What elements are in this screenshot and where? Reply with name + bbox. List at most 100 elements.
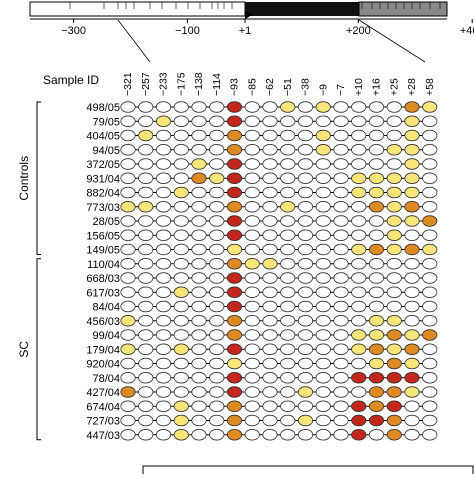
cpg-site-circle <box>386 357 402 370</box>
cpg-site-circle <box>297 201 314 213</box>
cpg-position-label: −321 <box>122 72 134 96</box>
cpg-site-circle <box>244 300 260 313</box>
cpg-site-circle <box>191 243 207 256</box>
cpg-site-circle <box>209 300 225 313</box>
cpg-site-circle <box>280 315 296 327</box>
cpg-site-circle <box>191 329 207 341</box>
cpg-site-circle <box>351 300 367 313</box>
cpg-site-circle <box>155 372 172 384</box>
cpg-site-circle <box>191 429 207 441</box>
cpg-site-circle <box>262 129 278 142</box>
cpg-site-circle <box>209 186 225 199</box>
cpg-position-label: −51 <box>282 78 294 96</box>
cpg-site-circle <box>297 386 314 398</box>
cpg-site-circle <box>226 315 243 327</box>
cpg-site-circle <box>138 414 154 427</box>
cpg-site-circle <box>404 129 420 142</box>
sample-id-label: 79/05 <box>92 116 120 128</box>
cpg-site-circle <box>404 357 420 370</box>
scale-tick-label: +400 <box>460 25 474 37</box>
cpg-site-circle <box>280 115 296 127</box>
cpg-site-circle <box>280 386 296 398</box>
cpg-site-circle <box>262 158 278 170</box>
cpg-site-circle <box>280 372 296 384</box>
cpg-site-circle <box>191 258 207 270</box>
cpg-site-circle <box>368 400 385 412</box>
cpg-site-circle <box>297 372 314 384</box>
cpg-site-circle <box>209 343 225 355</box>
sample-row: 427/04 <box>86 386 438 399</box>
cpg-site-circle <box>368 357 385 370</box>
cpg-site-circle <box>120 215 136 227</box>
cpg-site-circle <box>173 272 189 284</box>
cpg-site-circle <box>280 258 296 270</box>
cpg-site-circle <box>191 144 207 156</box>
cpg-site-circle <box>191 129 207 142</box>
sample-id-label: 179/04 <box>86 344 120 356</box>
cpg-site-circle <box>173 115 189 127</box>
cpg-site-circle <box>226 357 243 370</box>
group-label: SC <box>17 341 31 358</box>
cpg-site-circle <box>386 400 402 412</box>
cpg-site-circle <box>404 329 420 341</box>
cpg-site-circle <box>333 115 349 127</box>
sample-id-label: 668/03 <box>86 273 120 285</box>
cpg-site-circle <box>422 343 438 355</box>
cpg-site-circle <box>262 400 278 412</box>
cpg-position-label: −38 <box>300 78 312 96</box>
cpg-site-circle <box>386 372 402 384</box>
cpg-site-circle <box>120 300 136 313</box>
cpg-position-label: −85 <box>246 78 258 96</box>
cpg-site-circle <box>226 229 243 241</box>
cpg-site-circle <box>138 144 154 156</box>
scale-tick-label: −300 <box>61 25 86 37</box>
cpg-site-circle <box>244 386 260 398</box>
cpg-site-circle <box>351 243 367 256</box>
sample-id-label: 404/05 <box>86 131 120 143</box>
cpg-position-label: −233 <box>158 72 170 96</box>
cpg-site-circle <box>262 414 278 427</box>
sample-row: 179/04 <box>86 343 438 356</box>
cpg-site-circle <box>226 258 243 270</box>
sample-id-label: 920/04 <box>86 359 120 371</box>
cpg-site-circle <box>209 429 225 441</box>
cpg-site-circle <box>297 315 314 327</box>
cpg-site-circle <box>422 201 438 213</box>
cpg-site-circle <box>226 386 243 398</box>
cpg-site-circle <box>155 343 172 355</box>
cpg-site-circle <box>120 201 136 213</box>
cpg-site-circle <box>244 272 260 284</box>
cpg-position-label: −138 <box>193 72 205 96</box>
cpg-site-circle <box>422 129 438 142</box>
cpg-site-circle <box>315 386 331 398</box>
cpg-site-circle <box>280 186 296 199</box>
sample-id-label: 78/04 <box>92 373 120 385</box>
cpg-site-circle <box>333 300 349 313</box>
cpg-site-circle <box>262 115 278 127</box>
cpg-site-circle <box>173 158 189 170</box>
cpg-site-circle <box>138 429 154 441</box>
cpg-site-circle <box>209 414 225 427</box>
cpg-site-circle <box>280 357 296 370</box>
cpg-site-circle <box>120 158 136 170</box>
sample-row: 773/03 <box>86 201 438 214</box>
cpg-site-circle <box>315 357 331 370</box>
group-label: Controls <box>17 156 31 201</box>
cpg-site-circle <box>368 215 385 227</box>
cpg-site-circle <box>351 229 367 241</box>
cpg-site-circle <box>226 414 243 427</box>
cpg-site-circle <box>297 414 314 427</box>
cpg-site-circle <box>262 315 278 327</box>
cpg-site-circle <box>351 201 367 213</box>
sample-row: 617/03 <box>86 286 438 299</box>
cpg-site-circle <box>404 215 420 227</box>
cpg-site-circle <box>244 129 260 142</box>
cpg-site-circle <box>191 300 207 313</box>
cpg-site-circle <box>422 372 438 384</box>
sample-row: 404/05 <box>86 129 438 143</box>
transcription-start-arrow <box>245 11 252 19</box>
cpg-site-circle <box>173 315 189 327</box>
cpg-site-circle <box>173 429 189 441</box>
gene-scale-bar: −500−300−100+1+200+400 <box>29 1 474 63</box>
cpg-site-circle <box>262 101 278 113</box>
